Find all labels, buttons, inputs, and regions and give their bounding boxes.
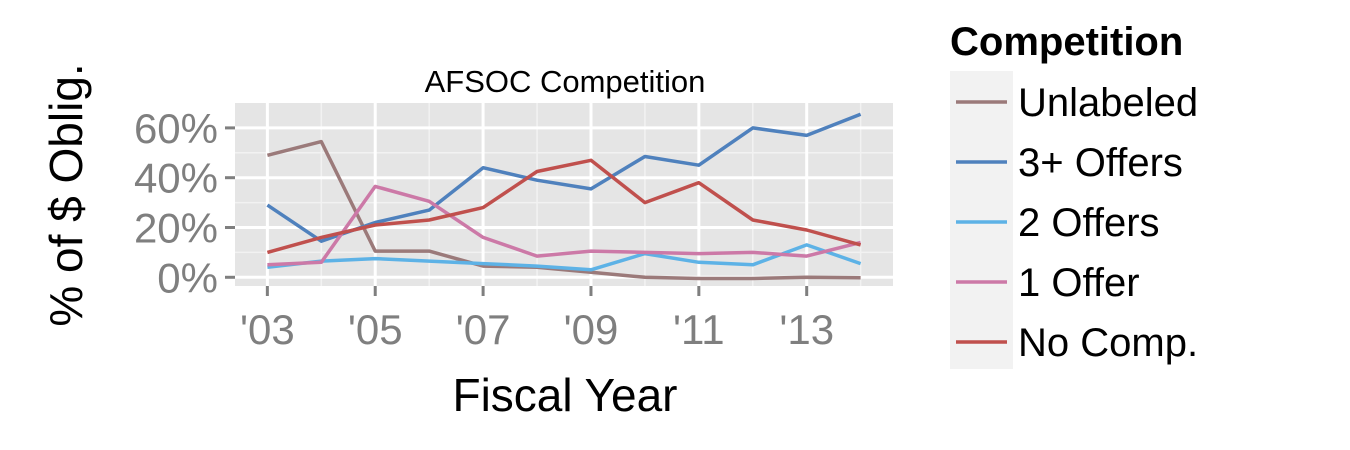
legend-label-1-offer: 1 Offer: [1018, 261, 1140, 305]
chart-title: AFSOC Competition: [425, 64, 706, 99]
series-line-1-offer: [267, 184, 862, 267]
series-line-2-offers: [267, 243, 862, 272]
x-tick-label: '11: [673, 306, 725, 353]
legend-items: Unlabeled 3+ Offers 2 Offers 1 Offer No Comp…: [956, 81, 1198, 365]
legend-label-no-comp: No Comp.: [1018, 321, 1198, 365]
x-axis: '03 '05 '07 '09 '11 '13: [240, 286, 834, 353]
legend: Competition Unlabeled 3+ Offers 2 Offers 1 …: [950, 20, 1198, 369]
legend-label-3-offers: 3+ Offers: [1018, 141, 1183, 185]
y-tick-label: 20%: [134, 204, 218, 251]
x-axis-title: Fiscal Year: [452, 369, 677, 421]
x-tick-label: '09: [564, 306, 619, 353]
legend-label-unlabeled: Unlabeled: [1018, 81, 1198, 125]
y-tick-label: 0%: [157, 254, 218, 301]
y-tick-label: 40%: [134, 155, 218, 202]
y-axis-title: % of $ Oblig.: [40, 63, 92, 326]
x-tick-label: '07: [456, 306, 511, 353]
x-tick-label: '13: [779, 306, 834, 353]
y-tick-label: 60%: [134, 105, 218, 152]
legend-key-background: [950, 71, 1013, 369]
series-line-unlabeled: [266, 139, 861, 281]
plot-panel: [235, 103, 893, 286]
series-line-no-comp: [266, 158, 862, 255]
x-tick-label: '03: [240, 306, 295, 353]
legend-label-2-offers: 2 Offers: [1018, 201, 1160, 245]
x-tick-label: '05: [348, 306, 403, 353]
legend-title: Competition: [950, 20, 1183, 64]
y-axis: 0%20%40%60%: [134, 105, 235, 301]
series-lines: [266, 112, 862, 281]
